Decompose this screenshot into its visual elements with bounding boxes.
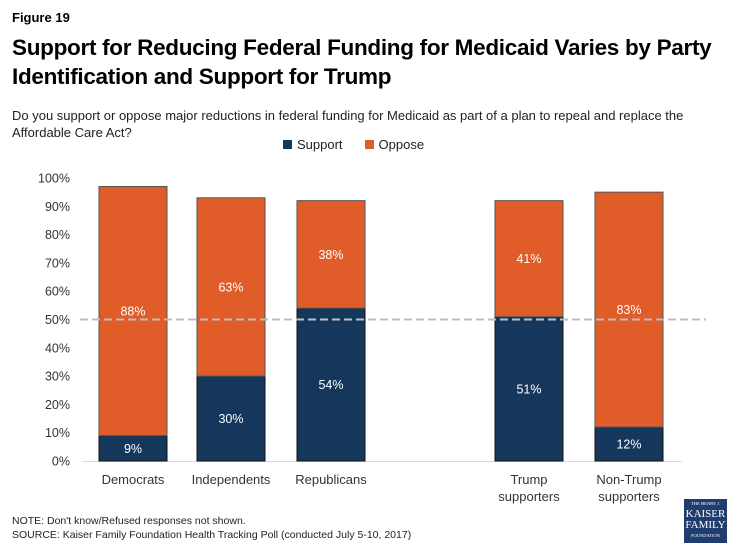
legend-item-support: Support — [283, 137, 343, 152]
x-tick-label: supporters — [598, 489, 660, 504]
logo-text: FAMILY — [685, 518, 726, 531]
bar-support — [196, 375, 266, 462]
chart-subtitle: Do you support or oppose major reduction… — [12, 108, 684, 140]
source: SOURCE: Kaiser Family Foundation Health … — [12, 529, 412, 541]
bar-oppose — [98, 185, 168, 437]
y-tick-label: 100% — [38, 172, 70, 186]
y-tick-label: 20% — [45, 398, 70, 412]
note: NOTE: Don't know/Refused responses not s… — [12, 515, 246, 527]
y-tick-label: 70% — [45, 256, 70, 270]
y-tick-label: 90% — [45, 200, 70, 214]
legend-swatch-oppose — [364, 140, 374, 149]
data-label: 63% — [218, 280, 243, 294]
data-label: 41% — [516, 252, 541, 266]
figure-label: Figure 19 — [12, 10, 70, 25]
legend-label: Oppose — [378, 137, 425, 152]
data-label: 83% — [616, 303, 641, 317]
y-tick-label: 50% — [45, 313, 70, 327]
data-label: 88% — [120, 305, 145, 319]
y-tick-label: 10% — [45, 426, 70, 440]
legend-item-oppose: Oppose — [364, 137, 425, 152]
x-tick-label: Republicans — [295, 472, 367, 487]
bar-oppose — [296, 200, 366, 309]
x-tick-label: Non-Trump — [596, 472, 661, 487]
logo-text: THE HENRY J. — [691, 501, 720, 506]
kff-logo: THE HENRY J. KAISER FAMILY FOUNDATION — [684, 499, 727, 543]
bar-oppose — [196, 197, 266, 377]
x-tick-label: Independents — [192, 472, 271, 487]
data-label: 38% — [318, 248, 343, 262]
legend-swatch-support — [283, 140, 292, 149]
y-tick-label: 60% — [45, 285, 70, 299]
bar-support — [494, 316, 564, 462]
x-tick-label: supporters — [498, 489, 560, 504]
y-tick-label: 80% — [45, 228, 70, 242]
legend: Support Oppose — [283, 137, 424, 152]
logo-text: KAISER — [685, 507, 726, 520]
bar-oppose — [594, 191, 664, 428]
data-label: 9% — [124, 442, 142, 456]
logo-text: FOUNDATION — [691, 532, 720, 538]
bar-oppose — [494, 200, 564, 318]
bar-support — [296, 307, 366, 462]
bar-support — [98, 435, 168, 462]
x-tick-label: Democrats — [102, 472, 165, 487]
bar-support — [594, 426, 664, 462]
y-tick-label: 0% — [52, 455, 70, 469]
x-tick-label: Trump — [510, 472, 547, 487]
y-tick-label: 30% — [45, 370, 70, 384]
data-label: 12% — [616, 438, 641, 452]
y-tick-label: 40% — [45, 341, 70, 355]
data-label: 30% — [218, 412, 243, 426]
legend-label: Support — [297, 137, 343, 152]
data-label: 54% — [318, 378, 343, 392]
data-label: 51% — [516, 382, 541, 396]
chart-title: Support for Reducing Federal Funding for… — [12, 35, 712, 89]
